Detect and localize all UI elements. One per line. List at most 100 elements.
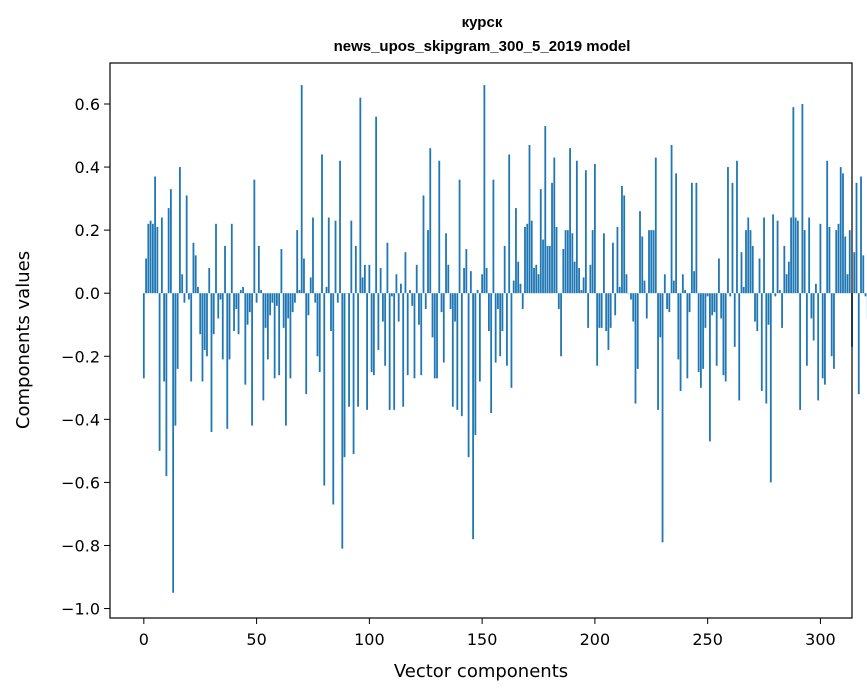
bar bbox=[607, 293, 610, 350]
bar bbox=[386, 242, 389, 294]
bar bbox=[433, 293, 436, 379]
bar bbox=[643, 280, 646, 294]
bar bbox=[266, 293, 269, 360]
bar bbox=[154, 176, 156, 294]
bar bbox=[415, 264, 418, 294]
bar bbox=[350, 220, 353, 294]
bar bbox=[230, 223, 233, 294]
bar bbox=[323, 293, 326, 486]
bar bbox=[699, 293, 702, 388]
x-tick-label: 300 bbox=[805, 630, 836, 649]
bar bbox=[476, 290, 479, 294]
bar bbox=[605, 293, 608, 332]
bar bbox=[210, 293, 213, 432]
bar bbox=[781, 293, 783, 328]
bar bbox=[239, 290, 242, 294]
bar bbox=[533, 267, 535, 294]
bar bbox=[808, 217, 811, 294]
x-axis-label: Vector components bbox=[394, 661, 568, 682]
bar bbox=[253, 179, 256, 294]
bar bbox=[672, 280, 675, 294]
bar bbox=[296, 230, 299, 294]
bar bbox=[357, 293, 359, 407]
bar bbox=[397, 293, 400, 322]
bar bbox=[188, 293, 190, 300]
bar bbox=[722, 293, 725, 376]
bar bbox=[548, 245, 551, 294]
bar bbox=[172, 293, 175, 593]
bar bbox=[377, 293, 380, 350]
bar bbox=[219, 293, 222, 300]
bar bbox=[442, 293, 445, 363]
bar bbox=[551, 182, 553, 294]
bar bbox=[147, 223, 150, 294]
bar bbox=[668, 293, 671, 313]
bar bbox=[515, 208, 517, 294]
bar bbox=[729, 293, 732, 297]
bar bbox=[821, 293, 824, 379]
bar bbox=[375, 116, 378, 294]
bar bbox=[783, 245, 786, 294]
bar bbox=[163, 293, 166, 382]
bar bbox=[842, 173, 844, 294]
bar bbox=[846, 274, 849, 294]
bar bbox=[724, 293, 727, 382]
bar bbox=[681, 274, 684, 294]
bar bbox=[562, 249, 565, 294]
bar bbox=[709, 293, 711, 442]
bar bbox=[497, 293, 499, 309]
bar bbox=[156, 226, 159, 294]
bar bbox=[862, 255, 865, 294]
bar bbox=[149, 220, 152, 294]
bar bbox=[772, 214, 774, 294]
bar bbox=[542, 239, 544, 294]
bar bbox=[499, 293, 502, 357]
bar bbox=[348, 293, 350, 407]
bar bbox=[278, 293, 281, 376]
bar bbox=[785, 274, 788, 294]
bar bbox=[291, 293, 294, 313]
chart-title: курск bbox=[462, 14, 503, 31]
bar bbox=[679, 293, 682, 391]
bar bbox=[472, 293, 474, 540]
bar bbox=[544, 126, 547, 294]
bar bbox=[587, 293, 590, 328]
bar bbox=[485, 267, 488, 294]
bar bbox=[212, 293, 215, 335]
y-tick-label: −0.4 bbox=[61, 410, 100, 429]
bar bbox=[208, 267, 211, 294]
bar bbox=[727, 167, 729, 294]
bar bbox=[307, 293, 310, 316]
bar bbox=[573, 261, 576, 294]
bar bbox=[169, 189, 172, 294]
plot-frame bbox=[109, 62, 853, 619]
bar bbox=[702, 293, 705, 369]
bar bbox=[754, 293, 756, 322]
bar bbox=[406, 293, 409, 376]
bar bbox=[603, 233, 605, 294]
bar bbox=[372, 293, 375, 376]
x-tick-label: 50 bbox=[246, 630, 266, 649]
y-tick-label: −0.2 bbox=[61, 347, 100, 366]
bar bbox=[526, 223, 529, 294]
bar bbox=[857, 293, 860, 395]
bar bbox=[339, 160, 341, 294]
bar bbox=[183, 293, 186, 303]
bar bbox=[650, 230, 653, 294]
bar bbox=[363, 264, 366, 294]
bar bbox=[763, 217, 765, 294]
bar bbox=[630, 293, 632, 300]
bar bbox=[803, 230, 806, 294]
bar bbox=[176, 293, 179, 369]
bar bbox=[810, 293, 813, 319]
bar bbox=[839, 167, 842, 294]
y-tick-label: 0.0 bbox=[75, 284, 100, 303]
bar bbox=[282, 293, 285, 328]
bar bbox=[790, 217, 792, 294]
bar bbox=[314, 293, 317, 303]
bar bbox=[612, 242, 614, 294]
bar bbox=[686, 293, 689, 379]
bar bbox=[445, 233, 447, 294]
bar bbox=[490, 293, 493, 414]
bar bbox=[799, 293, 802, 410]
